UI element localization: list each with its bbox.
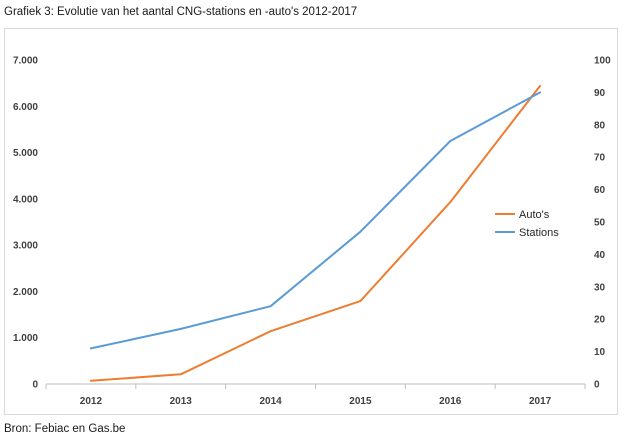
x-axis-tick-label: 2014 xyxy=(259,396,282,407)
left-axis-tick-label: 4.000 xyxy=(13,194,38,205)
right-axis-tick-label: 70 xyxy=(594,153,606,164)
legend-label-stations: Stations xyxy=(519,227,559,239)
left-axis-tick-label: 5.000 xyxy=(13,148,38,159)
x-axis-tick-label: 2012 xyxy=(80,396,103,407)
left-axis-tick-label: 6.000 xyxy=(13,102,38,113)
legend-label-auto-s: Auto's xyxy=(519,209,550,221)
chart-frame xyxy=(4,28,618,415)
x-axis-tick-label: 2016 xyxy=(439,396,462,407)
left-axis-tick-label: 7.000 xyxy=(13,56,38,67)
chart-title: Grafiek 3: Evolutie van het aantal CNG-s… xyxy=(4,6,358,18)
x-axis-tick-label: 2017 xyxy=(529,396,552,407)
series-line-stations xyxy=(89,91,542,350)
left-axis-tick-label: 3.000 xyxy=(13,241,38,252)
right-axis-tick-label: 90 xyxy=(594,88,606,99)
right-axis-tick-label: 20 xyxy=(594,315,606,326)
right-axis-tick-label: 10 xyxy=(594,347,606,358)
x-axis-tick-label: 2015 xyxy=(349,396,372,407)
right-axis-tick-label: 60 xyxy=(594,185,606,196)
left-axis-tick-label: 2.000 xyxy=(13,287,38,298)
left-axis-tick-label: 1.000 xyxy=(13,333,38,344)
right-axis-tick-label: 100 xyxy=(594,56,611,67)
source-note: Bron: Febiac en Gas.be xyxy=(4,423,126,435)
right-axis-tick-label: 40 xyxy=(594,250,606,261)
series-line-auto-s xyxy=(89,84,542,382)
right-axis-tick-label: 50 xyxy=(594,218,606,229)
right-axis-tick-label: 30 xyxy=(594,282,606,293)
right-axis-tick-label: 0 xyxy=(594,380,600,391)
right-axis-tick-label: 80 xyxy=(594,120,606,131)
x-axis-tick-label: 2013 xyxy=(170,396,193,407)
left-axis-tick-label: 0 xyxy=(32,380,38,391)
